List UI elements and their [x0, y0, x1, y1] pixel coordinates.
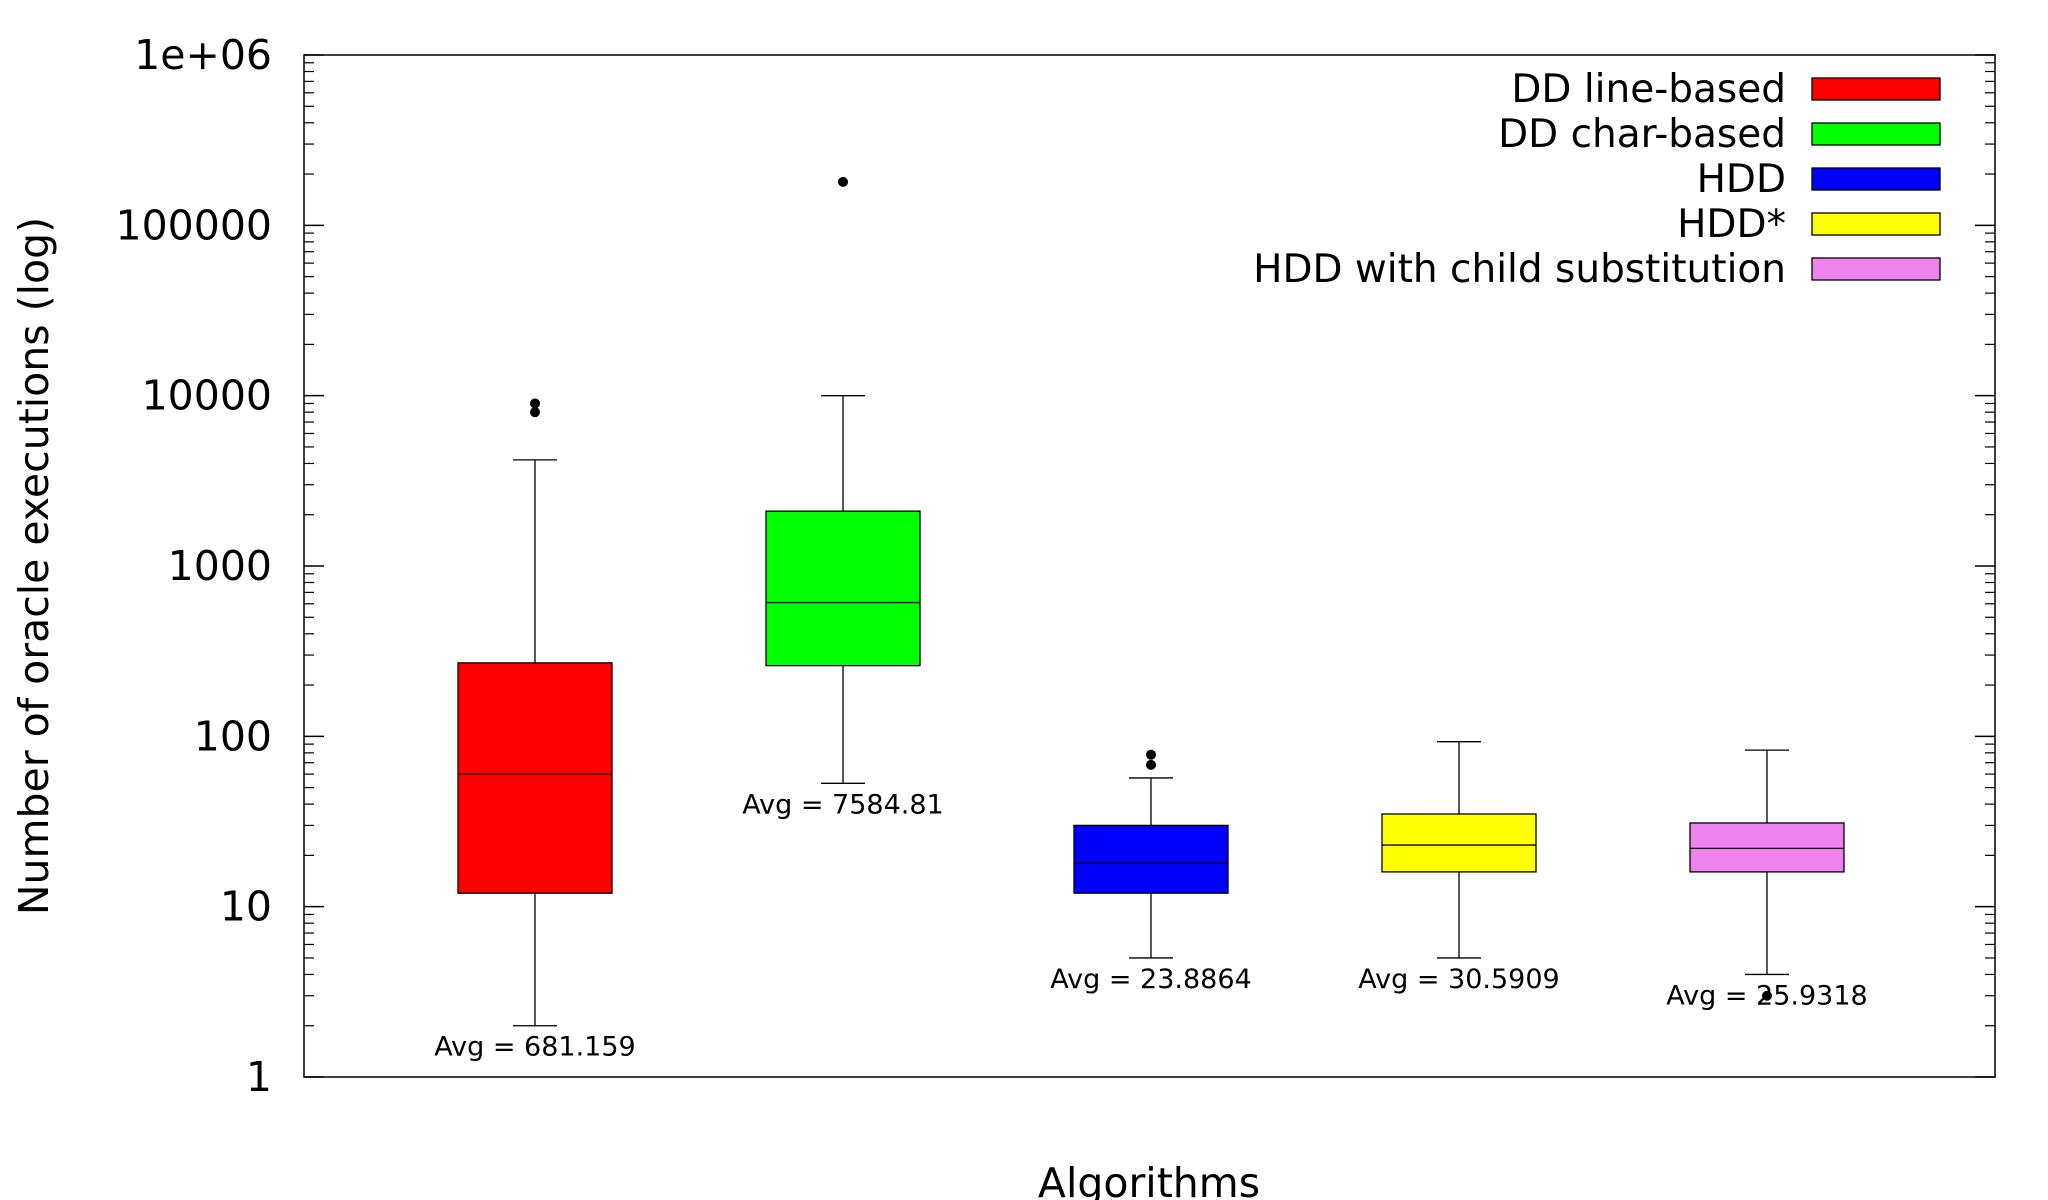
x-axis-title: Algorithms [1038, 1159, 1260, 1200]
y-axis-title: Number of oracle executions (log) [10, 217, 58, 915]
box-iqr [1381, 813, 1537, 873]
outlier-point [838, 176, 848, 187]
legend-swatch [1811, 77, 1941, 101]
legend-label: HDD* [1677, 202, 1786, 247]
average-label: Avg = 30.5909 [1358, 964, 1559, 995]
y-tick-label: 1000 [168, 542, 272, 590]
outlier-point [1762, 990, 1772, 1001]
outlier-point [530, 407, 540, 418]
average-label: Avg = 23.8864 [1050, 964, 1251, 995]
plot-area-frame [303, 54, 1996, 1078]
box-iqr [1689, 822, 1845, 873]
legend-swatch [1811, 167, 1941, 191]
legend-label: HDD [1697, 157, 1786, 202]
y-tick-label: 1 [246, 1053, 272, 1101]
y-tick-label: 100000 [115, 201, 272, 249]
average-label: Avg = 7584.81 [742, 789, 943, 820]
box-group: Avg = 681.159 [434, 398, 636, 1063]
y-tick-label: 10 [220, 883, 272, 931]
y-tick-label: 1e+06 [134, 31, 272, 79]
y-tick-label: 10000 [142, 372, 272, 420]
outlier-point [530, 398, 540, 409]
legend-swatch [1811, 257, 1941, 281]
legend-swatch [1811, 212, 1941, 236]
box-iqr [457, 662, 613, 894]
box-group: Avg = 30.5909 [1358, 741, 1560, 995]
average-label: Avg = 681.159 [434, 1032, 635, 1063]
legend-label: DD char-based [1498, 112, 1786, 157]
box-series: Avg = 681.159 Avg = 7584.81 Avg = 23.8864 A… [434, 176, 1868, 1063]
legend-label: HDD with child substitution [1253, 247, 1786, 292]
outlier-point [1146, 749, 1156, 760]
average-label: Avg = 25.9318 [1666, 980, 1867, 1011]
box-group: Avg = 7584.81 [742, 176, 944, 820]
box-group: Avg = 25.9318 [1666, 749, 1868, 1011]
outlier-point [1146, 759, 1156, 770]
y-axis-ticks: 1 10 100 1000 10000 100000 1e+06 [115, 31, 1995, 1101]
box-iqr [1073, 824, 1229, 894]
legend-swatch [1811, 122, 1941, 146]
box-group: Avg = 23.8864 [1050, 749, 1252, 995]
legend-label: DD line-based [1511, 67, 1786, 112]
box-iqr [765, 510, 921, 667]
y-tick-label: 100 [194, 712, 272, 760]
